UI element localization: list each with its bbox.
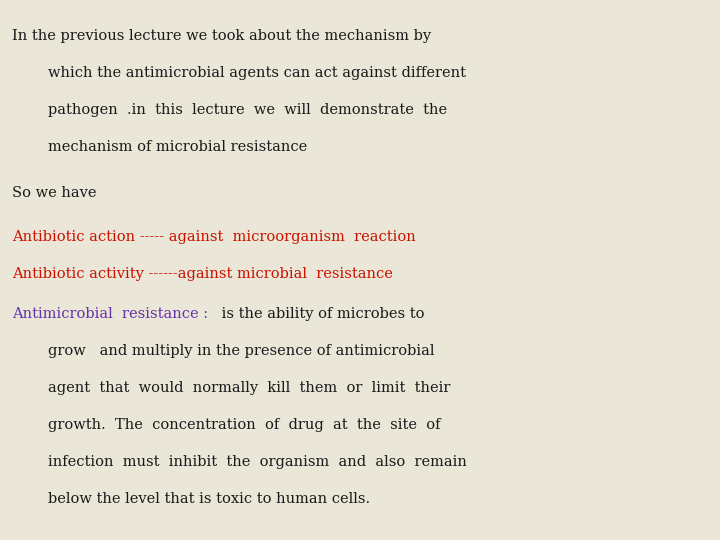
Text: Antibiotic activity ------against microbial  resistance: Antibiotic activity ------against microb… (12, 267, 393, 281)
Text: In the previous lecture we took about the mechanism by: In the previous lecture we took about th… (12, 29, 431, 43)
Text: is the ability of microbes to: is the ability of microbes to (217, 307, 425, 321)
Text: Antimicrobial  resistance :: Antimicrobial resistance : (12, 307, 217, 321)
Text: infection  must  inhibit  the  organism  and  also  remain: infection must inhibit the organism and … (48, 455, 467, 469)
Text: Antibiotic action ----- against  microorganism  reaction: Antibiotic action ----- against microorg… (12, 230, 415, 244)
Text: mechanism of microbial resistance: mechanism of microbial resistance (48, 140, 307, 154)
Text: pathogen  .in  this  lecture  we  will  demonstrate  the: pathogen .in this lecture we will demons… (48, 103, 447, 117)
Text: below the level that is toxic to human cells.: below the level that is toxic to human c… (48, 492, 370, 506)
Text: So we have: So we have (12, 186, 96, 200)
Text: grow   and multiply in the presence of antimicrobial: grow and multiply in the presence of ant… (48, 344, 434, 358)
Text: which the antimicrobial agents can act against different: which the antimicrobial agents can act a… (48, 66, 466, 80)
Text: growth.  The  concentration  of  drug  at  the  site  of: growth. The concentration of drug at the… (48, 418, 441, 432)
Text: agent  that  would  normally  kill  them  or  limit  their: agent that would normally kill them or l… (48, 381, 451, 395)
